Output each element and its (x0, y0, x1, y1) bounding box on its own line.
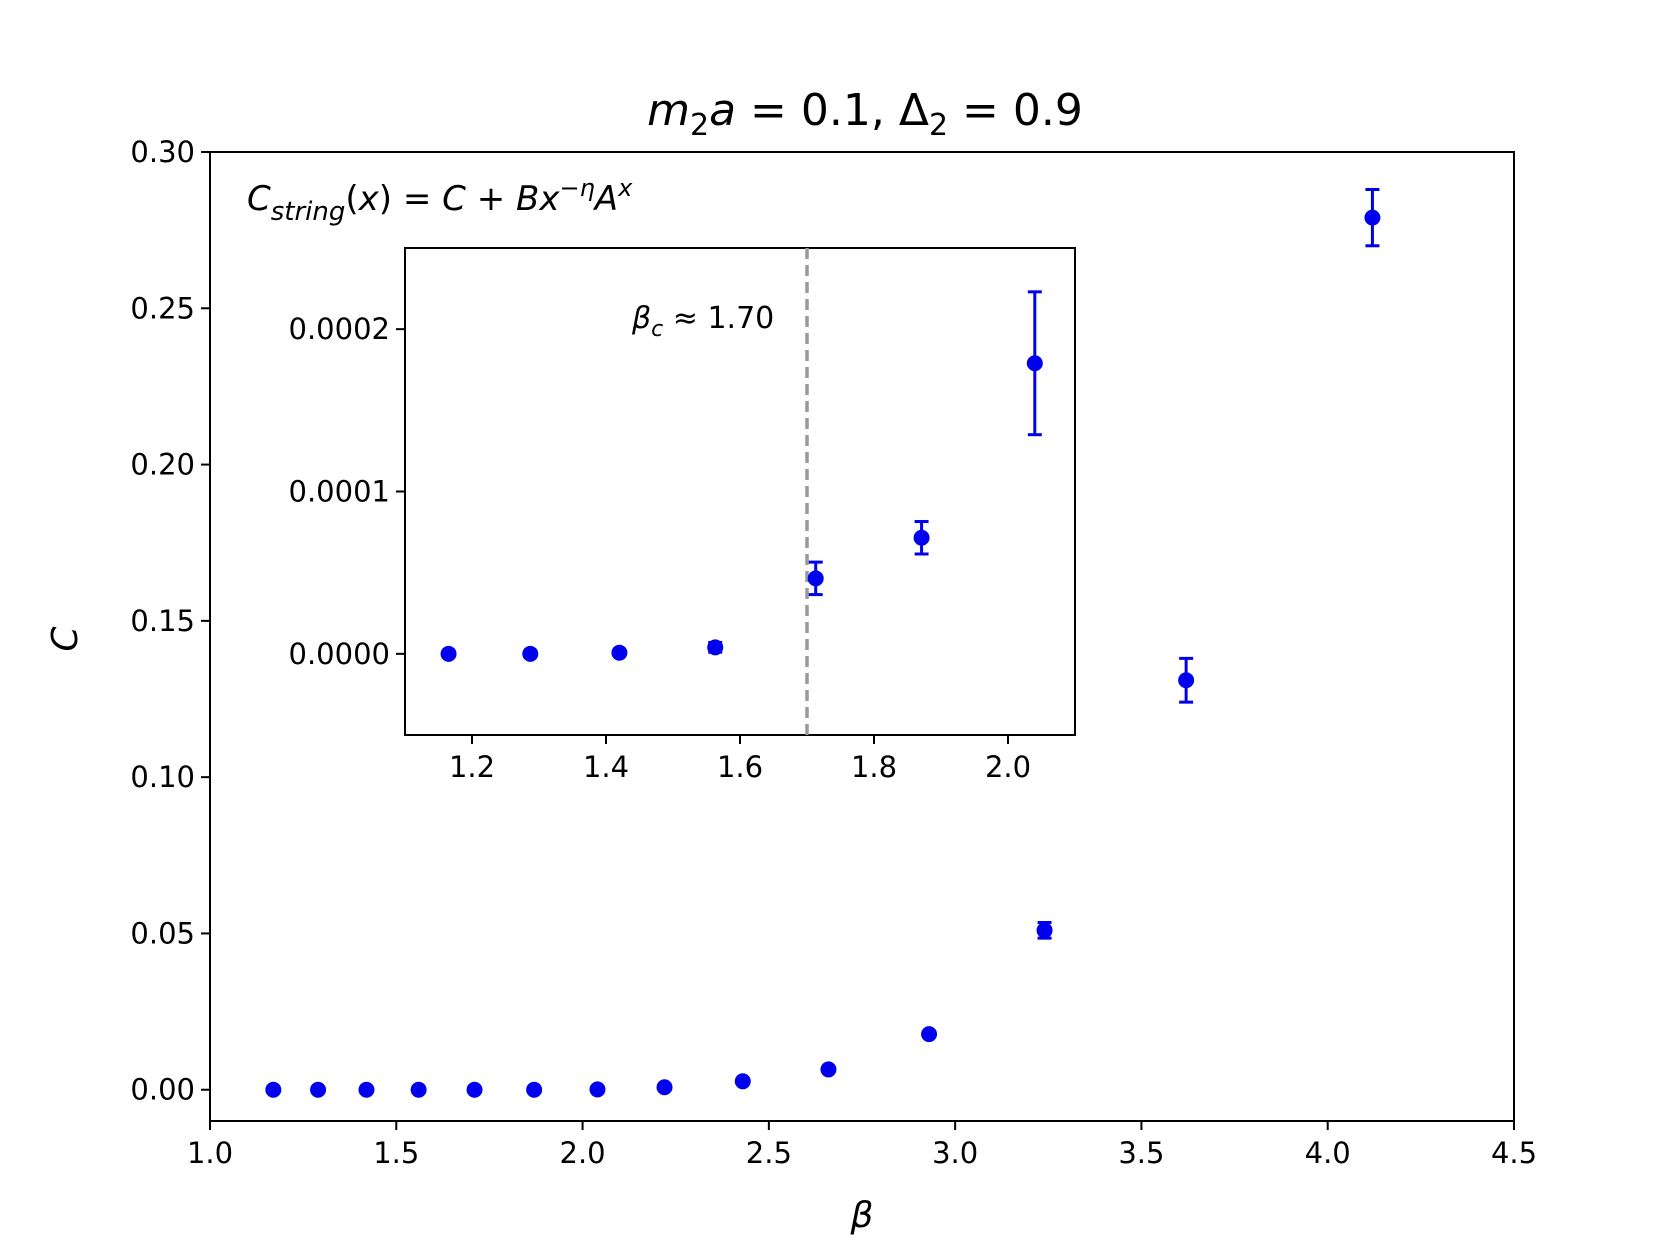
y-tick-label: 0.0000 (289, 637, 390, 671)
y-axis-title: C (45, 626, 86, 652)
x-tick-label: 2.5 (746, 1136, 792, 1170)
data-point (522, 645, 539, 662)
y-tick-label: 0.0002 (289, 312, 390, 346)
y-tick-label: 0.30 (130, 135, 195, 169)
data-point (820, 1061, 837, 1078)
y-tick-label: 0.00 (130, 1073, 195, 1107)
data-point (310, 1081, 327, 1098)
main-y-axis: 0.00 0.05 0.10 0.15 0.20 0.25 0.30 (130, 135, 210, 1107)
y-tick-label: 0.15 (130, 604, 195, 638)
y-tick-label: 0.05 (130, 916, 195, 950)
data-point (913, 529, 930, 546)
data-point (410, 1081, 427, 1098)
inset-x-axis: 1.2 1.4 1.6 1.8 2.0 (449, 735, 1031, 784)
data-point (1178, 672, 1195, 689)
inset-series (440, 290, 1043, 662)
data-point (1026, 355, 1043, 372)
data-point (440, 645, 457, 662)
x-tick-label: 2.0 (985, 750, 1031, 784)
x-tick-label: 4.5 (1491, 1136, 1537, 1170)
data-point (611, 644, 628, 661)
x-tick-label: 4.0 (1305, 1136, 1351, 1170)
inset-plot-area (404, 247, 1076, 736)
main-series (265, 188, 1381, 1098)
y-tick-label: 0.0001 (289, 475, 390, 509)
data-point (1364, 209, 1381, 226)
data-point (1036, 922, 1053, 939)
chart-title: m2a = 0.1, Δ2 = 0.9 (647, 85, 1083, 143)
x-tick-label: 1.0 (187, 1136, 233, 1170)
data-point (734, 1073, 751, 1090)
x-tick-label: 1.5 (373, 1136, 419, 1170)
data-point (265, 1081, 282, 1098)
main-x-axis: 1.0 1.5 2.0 2.5 3.0 3.5 4.0 4.5 (187, 1121, 1537, 1170)
y-tick-label: 0.25 (130, 291, 195, 325)
data-point (589, 1081, 606, 1098)
inset-y-axis: 0.0000 0.0001 0.0002 (289, 312, 405, 671)
x-tick-label: 1.4 (583, 750, 629, 784)
x-tick-label: 1.8 (851, 750, 897, 784)
x-tick-label: 2.0 (560, 1136, 606, 1170)
y-tick-label: 0.20 (130, 448, 195, 482)
data-point (656, 1079, 673, 1096)
data-point (807, 570, 824, 587)
x-tick-label: 1.6 (717, 750, 763, 784)
data-point (466, 1081, 483, 1098)
data-point (358, 1081, 375, 1098)
y-tick-label: 0.10 (130, 760, 195, 794)
x-tick-label: 1.2 (449, 750, 495, 784)
data-point (526, 1081, 543, 1098)
data-point (921, 1026, 938, 1043)
x-tick-label: 3.5 (1118, 1136, 1164, 1170)
x-axis-title: β (850, 1195, 874, 1236)
x-tick-label: 3.0 (932, 1136, 978, 1170)
data-point (707, 639, 724, 656)
